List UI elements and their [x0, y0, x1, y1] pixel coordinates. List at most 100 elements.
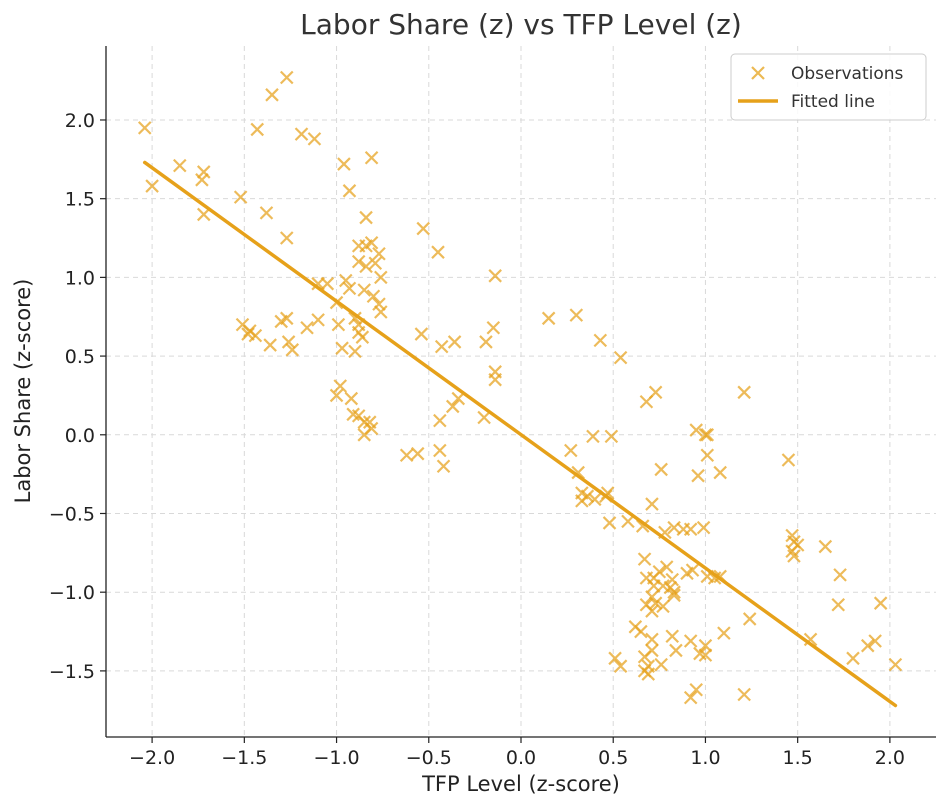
observation-point [137, 121, 152, 135]
observation-point [374, 305, 388, 319]
observation-point [654, 462, 668, 477]
observation-point [600, 486, 615, 500]
observation-point [433, 443, 447, 458]
observation-point [656, 599, 670, 614]
observation-point [431, 245, 445, 259]
x-tick-label: −2.0 [129, 747, 175, 769]
observation-point [364, 235, 379, 250]
observation-point [339, 273, 353, 288]
observation-point [410, 446, 425, 461]
observation-point [368, 256, 383, 270]
observation-point [359, 259, 373, 274]
observation-point [344, 391, 359, 406]
observation-point [833, 568, 847, 582]
observation-point [652, 564, 667, 579]
observation-point [637, 552, 652, 566]
fitted-line-series [142, 160, 898, 708]
observation-point [683, 690, 698, 705]
observation-point [311, 313, 325, 327]
observation-point [696, 520, 711, 535]
observation-point [335, 341, 349, 355]
observation-point [436, 459, 451, 474]
observation-point [342, 184, 357, 198]
observation-point [737, 385, 751, 400]
observation-point [641, 667, 656, 681]
y-axis-title: Labor Share (z-score) [11, 279, 35, 504]
legend-label-observations: Observations [791, 64, 904, 84]
observation-point [613, 659, 628, 673]
observation-point [846, 651, 860, 666]
observation-point [488, 372, 502, 387]
observation-point [635, 519, 650, 533]
observation-point [818, 539, 833, 554]
observation-point [648, 385, 663, 400]
observation-point [329, 388, 344, 403]
y-tick-label: −1.0 [49, 582, 95, 604]
observation-point [196, 165, 211, 179]
observation-point [281, 335, 296, 349]
observations-series [137, 70, 903, 705]
observation-point [580, 489, 595, 503]
observation-point [541, 311, 556, 326]
observation-point [173, 158, 187, 173]
legend-marker-observations [751, 66, 765, 80]
observation-point [414, 327, 429, 341]
observation-point [196, 207, 211, 222]
y-tick-label: −0.5 [49, 503, 95, 525]
observation-point [700, 428, 715, 442]
y-tick-label: 1.5 [65, 189, 95, 211]
observation-point [451, 391, 466, 406]
observation-point [737, 687, 751, 702]
observation-point [667, 585, 681, 599]
observation-point [263, 338, 277, 352]
observation-point [634, 624, 648, 639]
observation-point [569, 308, 584, 322]
observation-point [488, 269, 502, 283]
observation-point [447, 335, 462, 349]
observation-point [645, 590, 659, 604]
grid [106, 46, 936, 737]
observation-point [265, 88, 279, 102]
y-tick-label: 0.5 [65, 346, 95, 368]
observation-point [477, 410, 491, 425]
observation-point [399, 448, 414, 463]
x-tick-label: 1.0 [690, 747, 720, 769]
observation-point [588, 492, 602, 507]
observation-point [781, 453, 796, 467]
legend-label-fitted-line: Fitted line [791, 92, 875, 112]
observation-point [665, 572, 680, 587]
observation-point [366, 289, 381, 304]
observation-point [698, 428, 713, 442]
observation-point [372, 297, 386, 311]
observation-point [873, 596, 888, 610]
observation-point [689, 683, 703, 697]
x-tick-label: 0.0 [506, 747, 536, 769]
observation-point [416, 221, 431, 236]
x-axis-ticks: −2.0 −1.5 −1.0 −0.5 0.0 0.5 1.0 1.5 2.0 [129, 737, 905, 769]
legend: Observations Fitted line [730, 53, 927, 121]
observation-point [374, 270, 388, 285]
chart-title: Labor Share (z) vs TFP Level (z) [300, 8, 742, 41]
x-axis-title: TFP Level (z-score) [421, 772, 620, 796]
observation-point [586, 429, 600, 444]
y-tick-label: 1.0 [65, 267, 95, 289]
y-tick-label: 0.0 [65, 425, 95, 447]
x-tick-label: −1.5 [221, 747, 267, 769]
observation-point [683, 634, 698, 648]
observation-point [742, 612, 757, 626]
observation-point [645, 643, 659, 658]
observation-point [665, 629, 680, 644]
y-axis-ticks: −1.5 −1.0 −0.5 0.0 0.5 1.0 1.5 2.0 [49, 110, 106, 683]
observation-point [274, 314, 288, 329]
observation-point [621, 514, 635, 529]
observation-point [195, 173, 209, 187]
observation-point [689, 423, 703, 437]
observation-point [667, 588, 681, 603]
observation-point [604, 429, 619, 444]
observation-point [613, 350, 628, 365]
observation-point [669, 643, 683, 658]
observation-point [433, 413, 447, 428]
observation-point [279, 231, 294, 245]
observation-point [320, 276, 335, 291]
